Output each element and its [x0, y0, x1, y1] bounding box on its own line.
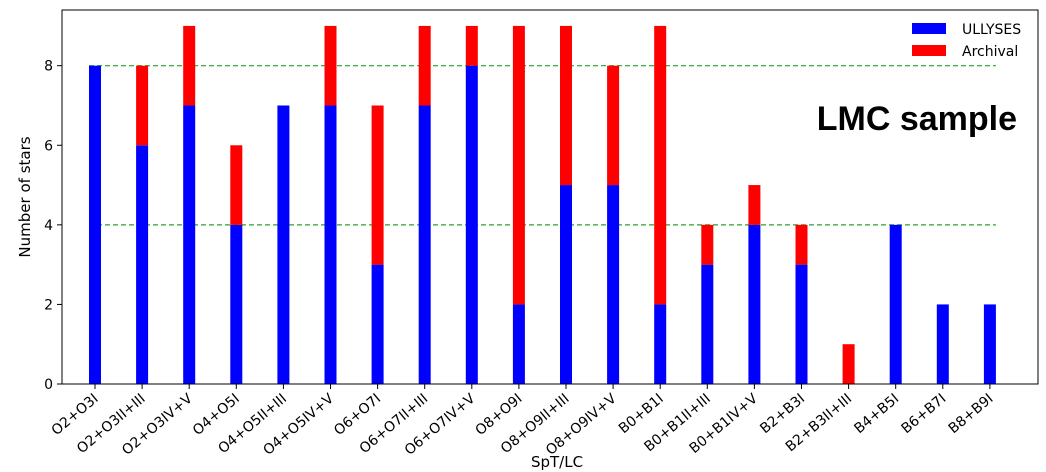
bar-ullyses — [277, 105, 290, 384]
bar-archival — [230, 145, 243, 225]
annotation-text: LMC sample — [817, 100, 1017, 138]
bar-archival — [371, 105, 384, 265]
y-axis: 0 2 4 6 8 — [44, 59, 62, 393]
bar-archival — [748, 185, 761, 225]
bar-ullyses — [654, 304, 667, 384]
bar-ullyses — [230, 224, 243, 384]
bars-group — [89, 25, 996, 385]
bar-archival — [607, 65, 620, 186]
bar-ullyses — [465, 65, 478, 385]
x-tick-label: B4+B5I — [851, 391, 902, 437]
legend-swatch-ullyses — [912, 23, 946, 34]
bar-ullyses — [936, 304, 949, 384]
bar-ullyses — [512, 304, 525, 384]
bar-archival — [701, 224, 714, 265]
bar-ullyses — [371, 264, 384, 384]
bar-archival — [418, 25, 431, 106]
y-tick-label: 0 — [44, 377, 53, 393]
bar-ullyses — [560, 185, 572, 384]
bar-ullyses — [136, 145, 149, 384]
bar-archival — [183, 25, 196, 106]
bar-archival — [654, 25, 667, 305]
x-axis: O2+O3IO2+O3II+IIIO2+O3IV+VO4+O5IO4+O5II+… — [49, 384, 997, 459]
bar-archival — [136, 65, 149, 146]
bar-ullyses — [795, 264, 808, 384]
y-tick-label: 2 — [44, 297, 53, 313]
y-tick-label: 4 — [44, 218, 53, 234]
bar-ullyses — [183, 105, 196, 384]
bar-archival — [842, 344, 855, 384]
legend-label-ullyses: ULLYSES — [962, 22, 1021, 38]
y-tick-label: 8 — [44, 59, 53, 75]
bar-archival — [795, 224, 808, 265]
bar-ullyses — [889, 224, 902, 384]
bar-ullyses — [748, 224, 761, 384]
bar-archival — [324, 25, 337, 106]
legend: ULLYSES Archival — [912, 22, 1021, 60]
legend-label-archival: Archival — [962, 44, 1018, 60]
y-tick-label: 6 — [44, 138, 53, 154]
x-tick-label: B6+B7I — [899, 391, 950, 437]
bar-ullyses — [983, 304, 996, 384]
bar-ullyses — [607, 185, 620, 384]
bar-ullyses — [701, 264, 714, 384]
plot-frame — [61, 9, 1039, 385]
bar-ullyses — [324, 105, 337, 384]
x-tick-label: B8+B9I — [946, 391, 997, 437]
bar-archival — [465, 25, 478, 66]
legend-swatch-archival — [912, 45, 946, 56]
bar-ullyses — [89, 65, 101, 385]
bar-archival — [560, 25, 572, 186]
y-axis-label: Number of stars — [16, 136, 34, 257]
bar-archival — [512, 25, 525, 305]
x-axis-label: SpT/LC — [531, 453, 583, 471]
bar-ullyses — [418, 105, 431, 384]
reference-lines — [89, 65, 996, 226]
